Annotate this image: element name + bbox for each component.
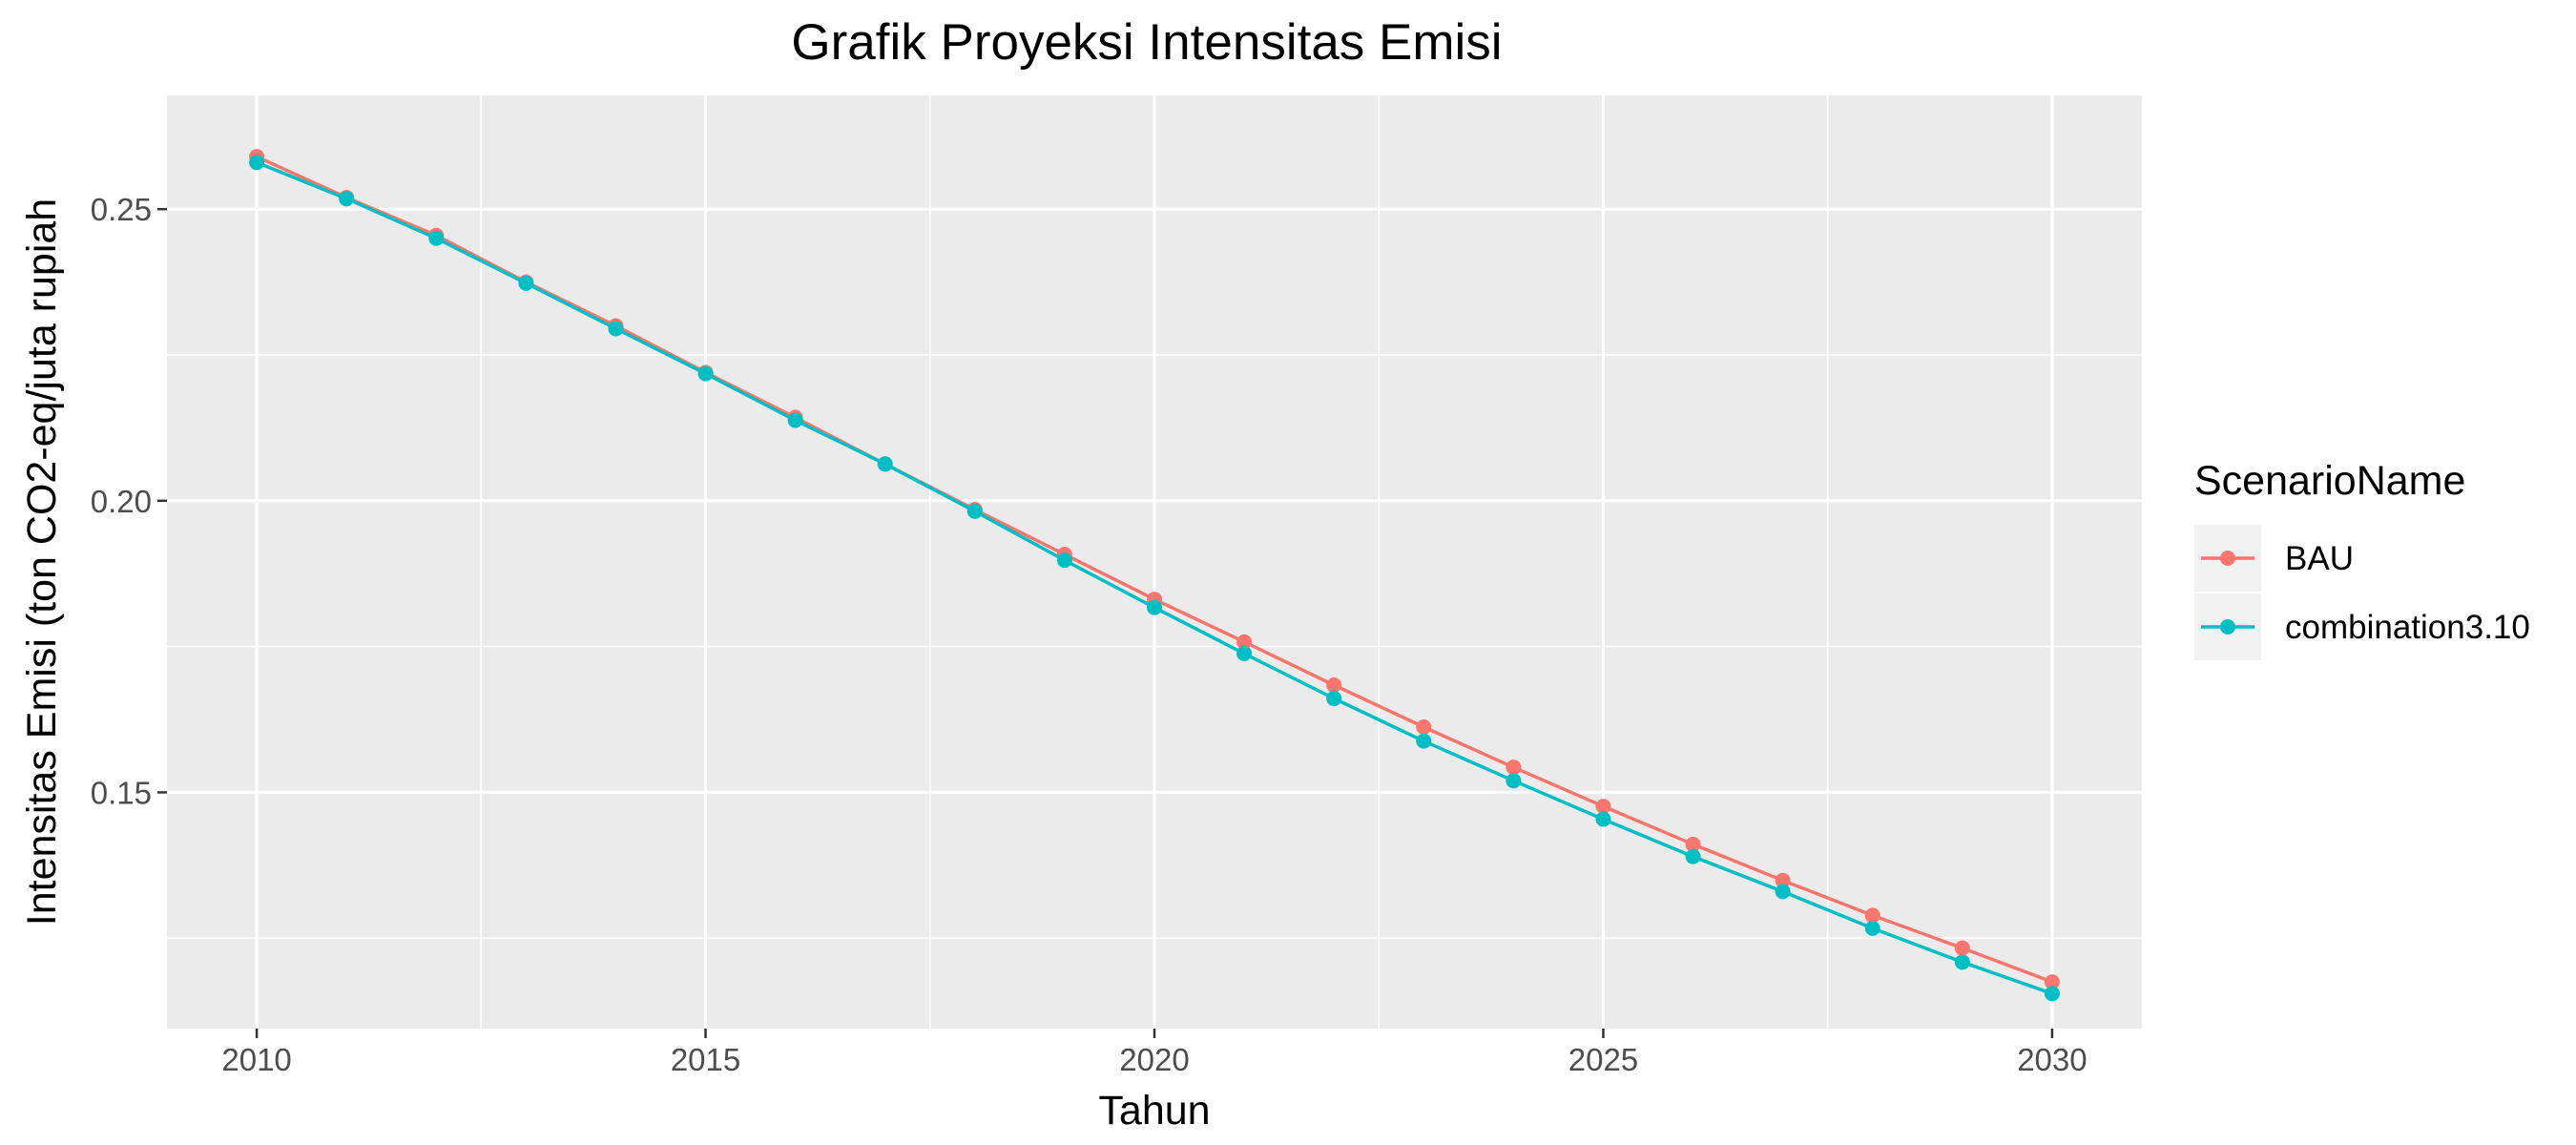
y-tick-label: 0.25 [91,192,152,227]
data-point-combination [1416,733,1432,749]
legend-key-point [2220,551,2235,566]
data-point-bau [2044,974,2060,990]
legend-title: ScenarioName [2194,458,2465,504]
data-point-combination [877,456,893,472]
data-point-bau [1954,940,1970,956]
data-point-bau [1595,799,1611,815]
data-point-combination [1595,811,1611,827]
x-tick-label: 2025 [1568,1042,1638,1077]
legend-key-point [2220,619,2235,635]
axis-ticks: 2010 2015 2020 2025 2030 0.15 0.20 0.25 [91,192,2088,1077]
data-point-combination [249,155,265,171]
data-point-combination [2044,986,2060,1002]
data-point-combination [1236,645,1253,661]
data-point-combination [608,321,624,337]
legend-label: combination3.10 [2285,609,2530,646]
series-layer [249,149,2060,1002]
data-point-bau [1864,907,1880,924]
x-tick-label: 2010 [221,1042,291,1077]
data-point-combination [966,503,983,519]
x-axis-title: Tahun [1098,1088,1210,1134]
data-point-combination [1864,920,1880,936]
data-point-combination [518,275,534,291]
data-point-combination [1326,691,1342,707]
data-point-bau [1236,634,1253,650]
data-point-combination [428,230,445,246]
data-point-combination [1775,884,1791,900]
data-point-combination [1056,552,1072,569]
data-point-combination [1147,599,1162,615]
data-point-bau [1506,760,1522,776]
y-tick-label: 0.20 [91,484,152,519]
grid-major-lines [167,95,2142,1029]
y-axis-title: Intensitas Emisi (ton CO2-eq/juta rupiah [19,198,65,926]
legend-items: BAU combination3.10 [2194,525,2530,660]
data-point-bau [1416,718,1432,735]
data-point-combination [697,365,714,382]
legend-item-combination: combination3.10 [2194,593,2530,660]
legend-item-bau: BAU [2194,525,2354,592]
data-point-combination [1506,773,1522,789]
x-tick-label: 2030 [2017,1042,2087,1077]
data-point-combination [787,412,803,428]
x-tick-label: 2015 [671,1042,740,1077]
chart-title: Grafik Proyeksi Intensitas Emisi [791,14,1502,71]
legend: ScenarioName BAU combination3.10 [2194,458,2530,660]
data-point-bau [1775,872,1791,888]
data-point-combination [339,191,355,207]
data-point-combination [1954,954,1970,970]
data-point-bau [1685,836,1701,852]
y-tick-label: 0.15 [91,775,152,810]
data-point-combination [1685,848,1701,864]
x-tick-label: 2020 [1119,1042,1189,1077]
data-point-bau [1326,677,1342,693]
legend-label: BAU [2285,540,2354,577]
